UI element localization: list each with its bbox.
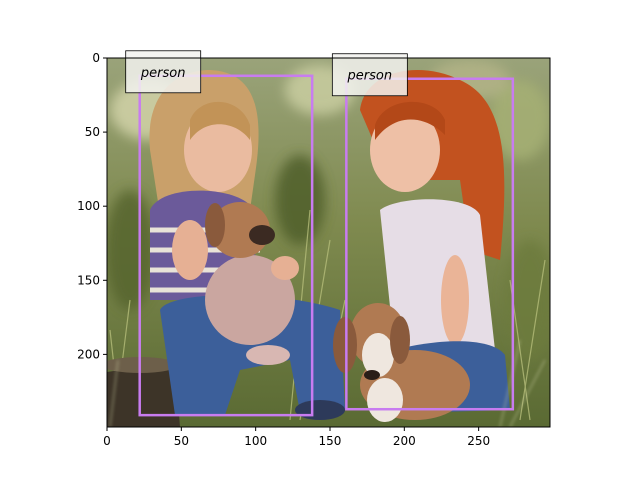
x-tick-label: 150 — [319, 434, 342, 448]
y-axis: 0 50 100 150 200 — [77, 51, 107, 361]
left-puppy — [174, 202, 299, 365]
x-tick-label: 0 — [103, 434, 111, 448]
y-tick-label: 200 — [77, 347, 100, 361]
detection-box-person — [138, 74, 314, 417]
x-tick-label: 100 — [244, 434, 267, 448]
detection-box-person — [345, 77, 515, 411]
axes-frame — [106, 57, 551, 428]
x-tick-label: 200 — [393, 434, 416, 448]
detection-label: person — [347, 69, 393, 84]
detection-label: person — [140, 66, 186, 81]
detection-label-box — [331, 53, 408, 97]
x-tick-label: 250 — [467, 434, 490, 448]
tree-stump — [107, 362, 180, 427]
y-tick-label: 100 — [77, 199, 100, 213]
x-axis: 0 50 100 150 200 250 — [103, 427, 490, 448]
right-girl — [360, 70, 510, 412]
photo-image — [107, 58, 550, 427]
stump-top — [107, 357, 178, 373]
y-tick-label: 0 — [92, 51, 100, 65]
y-tick-label: 50 — [85, 125, 100, 139]
x-tick-label: 50 — [174, 434, 189, 448]
y-tick-label: 150 — [77, 273, 100, 287]
right-girl-face — [370, 108, 440, 192]
right-girl-arm — [441, 255, 469, 345]
left-girl-shoe — [295, 400, 345, 420]
right-puppy — [333, 303, 470, 422]
foreground-grass — [109, 339, 546, 427]
